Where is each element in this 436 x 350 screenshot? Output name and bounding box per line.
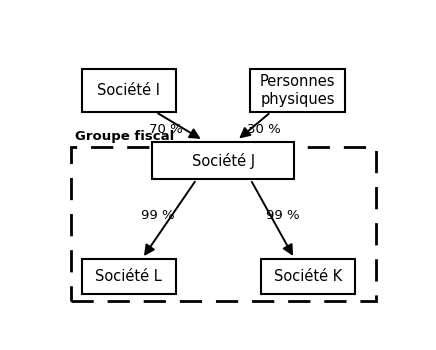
Bar	[82, 259, 176, 294]
Text: Société I: Société I	[97, 83, 160, 98]
Text: Société L: Société L	[95, 269, 162, 284]
Text: 99 %: 99 %	[266, 209, 300, 222]
Bar	[153, 142, 294, 180]
Text: Groupe fiscal: Groupe fiscal	[75, 130, 174, 143]
Text: 30 %: 30 %	[247, 123, 281, 136]
Text: 70 %: 70 %	[149, 123, 183, 136]
Text: 99 %: 99 %	[141, 209, 174, 222]
Bar	[250, 69, 345, 112]
Text: Personnes
physiques: Personnes physiques	[260, 74, 336, 107]
Text: Société K: Société K	[274, 269, 342, 284]
Text: Société J: Société J	[192, 153, 255, 169]
Bar	[261, 259, 355, 294]
Bar	[82, 69, 176, 112]
Bar	[72, 147, 375, 301]
